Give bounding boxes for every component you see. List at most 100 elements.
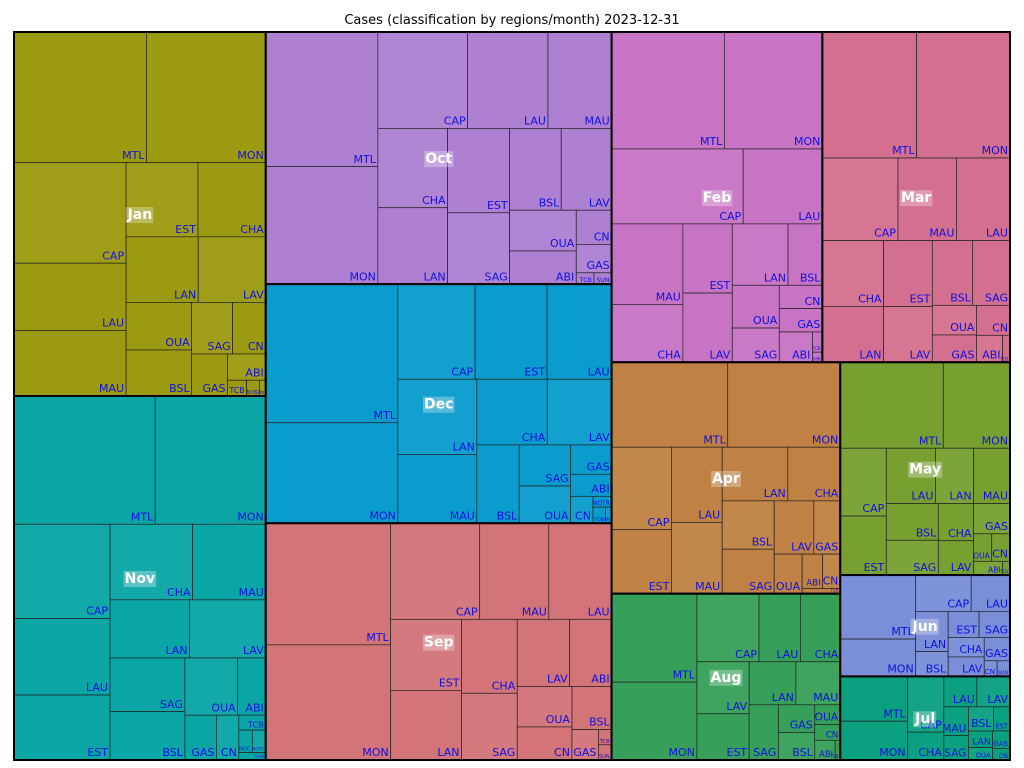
region-cell [265,166,379,285]
region-label: CN [221,746,237,759]
month-group: MTL MON CAP LAU CHA LAV EST LAN MAU SAG GAS BSL OUA C… [610,592,842,762]
region-cell [125,302,192,351]
region-label: MON [362,746,388,759]
month-label: Jan [127,207,153,223]
region-cell [976,334,1003,363]
region-label: MAU [813,691,838,704]
region-cell [935,447,974,504]
region-label: MAU [99,382,124,395]
region-label: LAU [524,115,546,128]
region-label: LAN [764,271,786,284]
region-cell [575,244,612,274]
region-cell [943,706,969,736]
region-label: CAP [444,115,466,128]
month-label-bg [711,470,741,487]
region-label: LAV [547,673,568,686]
region-cell [973,503,1011,535]
region-label: SUN [998,670,1009,676]
region-label: NOC [247,390,258,396]
region-label: TCB [593,517,603,523]
region-label: MAU [522,605,547,618]
region-cell [777,732,816,761]
region-label: LAV [726,700,747,713]
region-label: LAN [165,644,187,657]
region-label: LAN [764,487,786,500]
region-cell [885,503,939,541]
region-cell [822,31,917,159]
region-label: CN [985,667,996,676]
region-cell [265,283,399,424]
region-label: CHA [858,293,882,306]
region-label: ABI [982,348,1000,361]
region-label: TCB [830,588,839,593]
region-label: MAU [239,586,264,599]
month-label-bg [908,461,943,478]
region-label: CHA [948,527,972,540]
month-label-bg [422,396,455,413]
region-label: OUA [544,509,569,522]
region-label: GAS [790,719,813,732]
region-label: ABI [245,366,263,379]
region-cell [671,446,723,523]
region-label: SAG [749,580,772,593]
region-label: CAP [947,597,969,610]
region-label: MTL [354,153,377,166]
region-label: LAU [911,490,933,503]
region-label: GAS [587,259,610,272]
region-label: CHA [959,643,982,656]
region-label: MAU [585,115,610,128]
region-label: BSL [792,746,813,759]
month-group: MTL MON CAP MAU LAU EST LAN CHA SAG LAV ABI OUA CN BS… [264,522,613,762]
region-label: EST [175,223,196,236]
region-label: ABI [591,673,609,686]
month-label: May [909,462,941,478]
region-label: MAU [942,723,966,735]
month-label: Feb [703,190,732,206]
region-cell [611,223,684,305]
region-label: MTL [891,625,914,638]
region-label: CHA [522,431,546,444]
month-group: MTL MON CAP LAU EST CHA MAU LAN LAV SAG BSL OUA ABI G… [13,395,267,761]
month-label-bg [701,190,733,207]
region-label: EST [956,624,977,637]
region-label: MTL [892,144,915,157]
region-cell [548,522,612,620]
region-cell [13,262,127,331]
region-label: CHA [422,194,446,207]
month-label-bg [900,190,933,207]
region-cell [721,446,789,502]
region-label: LAV [910,348,931,361]
region-cell [125,162,199,238]
region-label: EST [524,365,545,378]
region-label: LAN [437,746,459,759]
region-cell [696,713,750,761]
region-cell [748,661,797,706]
region-label: MTL [122,149,145,162]
region-cell [377,31,468,129]
region-cell [390,522,481,620]
region-cell [192,523,267,601]
region-label: CN [999,752,1008,760]
region-cell [390,618,462,691]
region-label: LAV [791,540,812,553]
region-label: ABI [245,701,263,714]
region-label: CHA [492,679,516,692]
region-cell [265,31,379,167]
region-cell [13,330,127,397]
region-cell [682,223,733,294]
region-label: BSL [169,382,190,395]
region-label: CAP [874,227,896,240]
region-cell [883,240,933,307]
region-label: NOC [239,747,251,753]
region-label: LAV [710,348,731,361]
region-cell [968,706,994,732]
month-group: MTL MON CAP EST LAU MAU LAN CHA BSL SAG LAV GAS OUA A… [610,361,842,595]
region-label: MON [982,144,1008,157]
region-label: MON [369,509,395,522]
region-label: CN [575,509,591,522]
region-label: BSL [539,196,560,209]
region-cell [947,610,980,638]
month-label: Nov [125,571,155,587]
